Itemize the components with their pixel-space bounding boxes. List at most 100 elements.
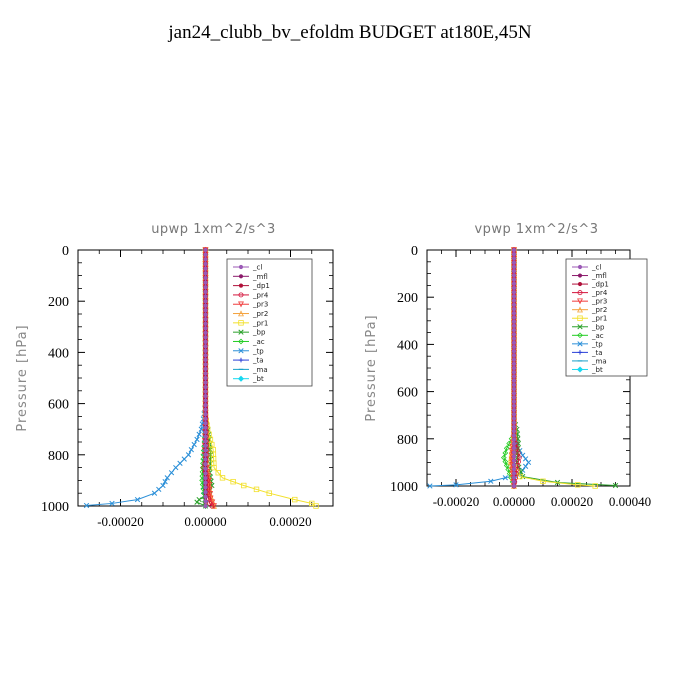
data-point [203,317,208,322]
legend-label: _bp [252,329,266,337]
legend-label: _dp1 [252,282,270,290]
data-point [203,294,208,299]
x-tick-label: 0.00000 [493,494,535,509]
legend-marker [238,310,244,317]
data-point [511,437,517,442]
data-point [219,475,226,481]
data-point [203,403,208,408]
data-point [203,462,208,467]
data-point [203,389,208,394]
data-point [511,256,517,261]
data-point [203,280,208,285]
data-point [511,353,517,358]
data-point [203,494,208,499]
data-point [511,294,517,299]
data-point [511,336,517,341]
x-tick-label: 0.00040 [609,494,651,509]
legend-label: _bt [252,375,264,383]
legend-marker [238,338,244,345]
data-point [453,482,459,488]
legend-label: _cl [591,264,601,272]
data-point [511,349,517,354]
data-point [592,483,598,489]
data-point [203,366,208,372]
data-point [203,448,208,453]
data-point [511,323,517,328]
legend-label: _ma [591,357,607,365]
data-point [511,264,517,269]
legend-label: _mfl [591,272,607,280]
legend-marker [238,320,244,326]
data-point [511,424,517,430]
legend-label: _pr4 [591,289,608,297]
legend-label: _cl [252,264,262,272]
legend-label: _pr1 [252,319,268,327]
data-point [203,348,208,353]
data-point [525,459,532,466]
legend-label: _ta [252,357,264,365]
data-point [83,502,90,509]
data-point [511,450,517,455]
data-point [151,490,158,496]
data-point [203,299,208,304]
data-point [511,277,517,282]
data-point [194,436,200,443]
data-point [203,339,208,344]
legend-marker [577,324,583,330]
data-point [511,340,517,345]
x-tick-label: 0.00020 [551,494,593,509]
data-point [156,486,162,493]
data-point [203,375,208,381]
data-point [211,464,217,471]
data-point [203,489,208,495]
legend-marker [577,306,583,313]
data-point [522,463,529,469]
data-point [575,482,581,488]
data-point [511,298,517,303]
chart-title: upwp 1xm^2/s^3 [151,222,276,237]
x-tick-label: 0.00000 [184,514,226,529]
data-point [511,408,517,413]
y-tick-label: 600 [397,386,418,401]
data-point [203,384,208,390]
data-point [181,456,187,462]
data-point [203,275,208,280]
data-point [203,485,208,490]
data-point [203,503,208,509]
data-point [203,416,208,421]
data-point [511,420,517,425]
legend-marker [577,282,583,287]
data-point [203,471,208,476]
y-tick-label: 0 [62,244,69,259]
y-tick-label: 400 [48,346,69,361]
data-point [203,252,208,257]
series-tp [83,247,209,509]
legend-marker [577,332,583,339]
data-point [177,460,183,466]
data-point [520,473,526,480]
series-line [86,250,206,506]
data-point [502,475,508,481]
legend-marker [576,366,584,373]
legend-marker [238,348,244,354]
data-point [313,503,319,509]
x-tick-label: -0.00020 [433,494,480,509]
y-axis-label: Pressure [hPa] [15,324,30,431]
data-point [209,503,215,509]
legend-label: _bp [591,323,605,331]
data-point [502,458,509,465]
data-point [194,499,200,505]
data-point [230,478,236,485]
data-point [241,482,247,489]
data-point [511,247,517,253]
legend-marker [577,273,583,278]
data-point [511,416,517,421]
data-point [511,458,517,463]
data-point [203,480,208,485]
data-point [292,496,298,503]
data-point [511,328,517,333]
data-point [511,446,517,451]
y-tick-label: 600 [48,398,69,413]
data-point [203,285,208,290]
data-point [203,247,208,253]
